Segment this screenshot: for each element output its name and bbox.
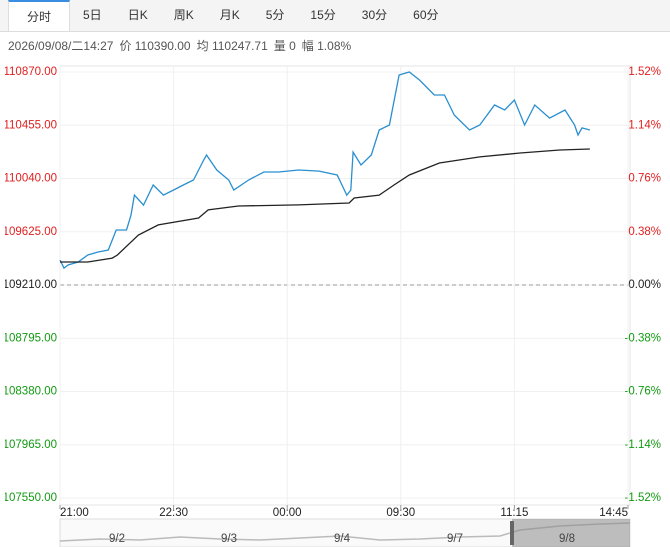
y2-tick-label: 1.52% bbox=[628, 66, 661, 78]
y-tick-label: 108795.00 bbox=[3, 332, 57, 344]
info-item: 价 110390.00 bbox=[119, 39, 191, 53]
info-item: 2026/09/08/二14:27 bbox=[8, 39, 114, 53]
tab[interactable]: 15分 bbox=[310, 8, 336, 22]
tab[interactable]: 30分 bbox=[361, 8, 388, 22]
price-line bbox=[60, 148, 590, 263]
x-tick-label: 09:30 bbox=[386, 507, 415, 519]
y2-tick-label: -1.52% bbox=[625, 492, 661, 504]
info-item: 幅 1.08% bbox=[301, 39, 352, 53]
tab-bar: 分时 5日 日K 周K 月K 5分 15分 30分 60分 bbox=[0, 0, 670, 32]
navigator-selection[interactable] bbox=[512, 519, 630, 547]
navigator-label: 9/8 bbox=[559, 533, 575, 545]
y-tick-label: 110455.00 bbox=[3, 119, 57, 131]
x-tick-label: 14:45 bbox=[599, 507, 628, 519]
info-item: 量 0 bbox=[273, 39, 296, 53]
y-tick-label: 109625.00 bbox=[3, 226, 57, 238]
tab[interactable]: 分时 bbox=[8, 0, 70, 31]
y-tick-label: 108380.00 bbox=[3, 386, 57, 398]
navigator-handle[interactable] bbox=[510, 521, 514, 545]
y2-tick-label: 0.38% bbox=[628, 226, 661, 238]
navigator-label: 9/2 bbox=[109, 533, 125, 545]
x-tick-label: 11:15 bbox=[500, 507, 528, 519]
tab[interactable]: 5分 bbox=[265, 8, 285, 22]
y-tick-label: 110870.00 bbox=[3, 66, 57, 78]
navigator-label: 9/7 bbox=[447, 533, 463, 545]
info-item: 均 110247.71 bbox=[196, 39, 268, 53]
x-tick-label: 21:00 bbox=[60, 507, 89, 519]
y2-tick-label: 1.14% bbox=[628, 119, 661, 131]
y-tick-label: 109210.00 bbox=[3, 279, 57, 291]
tab[interactable]: 月K bbox=[219, 8, 240, 22]
info-line: 2026/09/08/二14:27 价 110390.00 均 110247.71 量… bbox=[8, 37, 357, 54]
tab[interactable]: 60分 bbox=[413, 8, 439, 22]
y-tick-label: 107965.00 bbox=[3, 439, 57, 451]
tab[interactable]: 5日 bbox=[83, 8, 102, 22]
y2-tick-label: 0.76% bbox=[628, 173, 661, 185]
navigator-label: 9/4 bbox=[334, 533, 351, 545]
navigator-label: 9/3 bbox=[221, 533, 237, 545]
y2-tick-label: 0.00% bbox=[628, 279, 661, 291]
left-axis: 110870.00 110455.00 110040.00 109625.00 1092… bbox=[3, 66, 57, 504]
y-tick-label: 107550.00 bbox=[3, 492, 57, 504]
y2-tick-label: -0.76% bbox=[625, 386, 661, 398]
tab[interactable]: 日K bbox=[127, 8, 148, 22]
price-line bbox=[59, 71, 591, 270]
x-tick-label: 22:30 bbox=[159, 507, 188, 519]
y2-tick-label: -0.38% bbox=[625, 332, 661, 344]
x-tick-label: 00:00 bbox=[273, 507, 302, 519]
y-tick-label: 110040.00 bbox=[3, 173, 57, 185]
tab[interactable]: 周K bbox=[173, 8, 194, 22]
y2-tick-label: -1.14% bbox=[625, 439, 661, 451]
